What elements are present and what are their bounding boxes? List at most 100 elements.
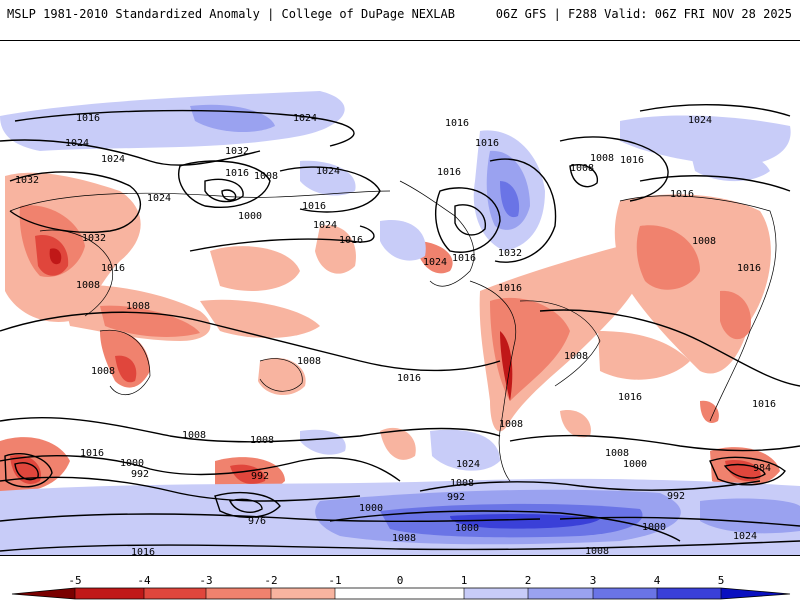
colorbar-tick: -1	[328, 574, 341, 587]
mslp-anomaly-map: 1016 1024 1016 1024 1024 1032 1016 1008 …	[0, 91, 800, 556]
colorbar-segment	[75, 588, 144, 599]
anomaly-patch	[10, 455, 41, 484]
negative-anomaly-shading	[0, 172, 780, 493]
isobar-label: 1008	[250, 435, 274, 446]
isobar-label: 1024	[423, 257, 447, 268]
colorbar-segment	[657, 588, 721, 599]
anomaly-patch	[500, 331, 513, 401]
isobar-label: 1016	[225, 168, 249, 179]
colorbar-segment	[528, 588, 593, 599]
isobar-label: 1000	[623, 459, 647, 470]
isobar-line	[639, 104, 791, 117]
colorbar-segment	[144, 588, 206, 599]
isobar-label: 1024	[293, 113, 317, 124]
isobar-label: 1000	[455, 523, 479, 534]
colorbar-tick: 4	[654, 574, 661, 587]
isobar-line	[0, 513, 541, 523]
isobar-label: 1008	[182, 430, 206, 441]
isobar-line	[509, 434, 800, 452]
anomaly-patch	[200, 299, 320, 338]
colorbar-tick: -5	[68, 574, 81, 587]
colorbar-tick: -2	[264, 574, 277, 587]
isobar-label: 1016	[397, 373, 421, 384]
isobar-label: 1016	[339, 235, 363, 246]
isobar-line	[178, 160, 271, 208]
anomaly-patch	[690, 149, 770, 182]
anomaly-patch	[620, 115, 791, 166]
isobar-label: 1008	[692, 236, 716, 247]
anomaly-patch	[190, 104, 275, 133]
isobar-contours	[0, 104, 800, 552]
isobar-label: 1024	[456, 459, 480, 470]
isobar-line	[0, 455, 401, 482]
coastline	[519, 300, 601, 387]
isobar-label: 1024	[688, 115, 712, 126]
anomaly-patch	[315, 225, 356, 274]
isobar-line	[204, 178, 244, 203]
coastlines	[9, 180, 777, 482]
isobar-line	[228, 498, 263, 513]
isobar-line	[0, 417, 501, 443]
colorbar-tick: 2	[525, 574, 532, 587]
isobar-line	[0, 311, 501, 372]
isobar-label: 992	[131, 469, 149, 480]
coastline	[469, 280, 517, 482]
anomaly-patch	[49, 248, 62, 265]
isobar-label: 1008	[564, 351, 588, 362]
isobar-label: 992	[667, 491, 685, 502]
isobar-label: 1016	[618, 392, 642, 403]
isobar-line	[709, 456, 786, 486]
isobar-label: 1016	[76, 113, 100, 124]
isobar-label: 976	[248, 516, 266, 527]
colorbar-tick: 5	[718, 574, 725, 587]
isobar-label: 1016	[452, 253, 476, 264]
isobar-label: 1008	[605, 448, 629, 459]
isobar-label: 1016	[80, 448, 104, 459]
colorbar-ticks: -5 -4 -3 -2 -1 0 1 2 3 4 5	[68, 574, 724, 587]
anomaly-patch	[700, 400, 719, 423]
isobar-label: 1000	[642, 522, 666, 533]
colorbar-tick: 3	[590, 574, 597, 587]
map-panel: 1016 1024 1016 1024 1024 1032 1016 1008 …	[0, 40, 800, 556]
coastline	[619, 195, 777, 422]
isobar-line	[189, 225, 375, 252]
isobar-label: 1016	[101, 263, 125, 274]
isobar-label: 1008	[585, 546, 609, 556]
isobar-line	[329, 510, 681, 542]
isobar-label: 1008	[590, 153, 614, 164]
colorbar-tick: -3	[199, 574, 212, 587]
coastline	[9, 190, 391, 212]
isobar-label: 1024	[313, 220, 337, 231]
isobar-label: 984	[753, 463, 771, 474]
colorbar-segment	[271, 588, 335, 599]
isobar-label: 1008	[392, 533, 416, 544]
isobar-label: 1016	[445, 118, 469, 129]
anomaly-patch	[598, 331, 690, 380]
isobar-line	[559, 136, 669, 202]
isobar-label: 1008	[126, 301, 150, 312]
coastline	[399, 180, 475, 287]
isobar-label: 1000	[238, 211, 262, 222]
anomaly-patch	[300, 429, 346, 455]
isobar-label: 1016	[620, 155, 644, 166]
isobar-label: 1032	[15, 175, 39, 186]
anomaly-patch	[380, 427, 416, 460]
isobar-label: 1008	[297, 356, 321, 367]
isobar-line	[0, 139, 261, 166]
isobar-label: 1024	[65, 138, 89, 149]
model-valid-time: 06Z GFS | F288 Valid: 06Z FRI NOV 28 202…	[495, 7, 792, 21]
isobar-label: 1016	[737, 263, 761, 274]
isobar-line	[489, 158, 557, 263]
isobar-label: 1032	[82, 233, 106, 244]
isobar-line	[539, 309, 800, 387]
isobar-line	[9, 171, 141, 233]
colorbar: -5 -4 -3 -2 -1 0 1 2 3 4 5	[11, 574, 791, 600]
isobar-line	[0, 476, 361, 502]
isobar-label: 1000	[359, 503, 383, 514]
isobar-line	[4, 453, 53, 488]
isobar-line	[639, 175, 791, 192]
isobar-label: 1008	[76, 280, 100, 291]
isobar-line	[419, 480, 761, 492]
coastline	[259, 358, 303, 392]
isobar-line	[569, 164, 599, 188]
